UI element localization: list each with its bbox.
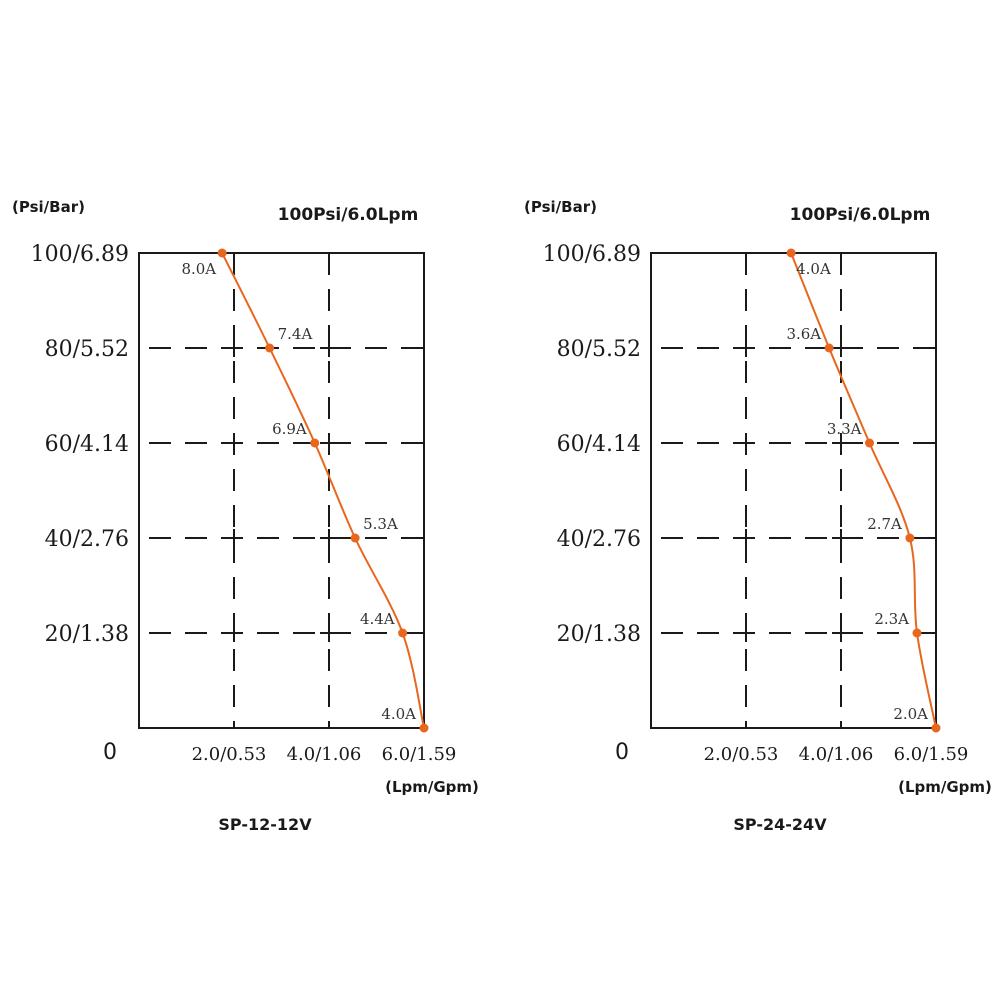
- x-tick-label: 4.0/1.06: [799, 744, 874, 765]
- data-point: [912, 628, 922, 638]
- data-point: [931, 723, 941, 733]
- x-tick-label: 4.0/1.06: [287, 744, 362, 765]
- data-label: 8.0A: [181, 260, 216, 278]
- plot-area: 20/1.38 40/2.76 60/4.14 80/5.52 100/6.89 2.0/…: [31, 242, 457, 765]
- model-caption: SP-24-24V: [733, 815, 827, 834]
- data-label: 4.0A: [796, 260, 831, 278]
- data-point: [419, 723, 429, 733]
- performance-curve: [790, 252, 937, 729]
- y-tick-label: 20/1.38: [557, 622, 641, 647]
- origin-label: 0: [615, 740, 629, 765]
- y-tick-label: 60/4.14: [557, 432, 641, 457]
- model-caption: SP-12-12V: [218, 815, 312, 834]
- y-tick-label: 60/4.14: [45, 432, 129, 457]
- data-point: [265, 343, 275, 353]
- data-label: 3.6A: [786, 325, 821, 343]
- data-label: 3.3A: [827, 420, 862, 438]
- y-tick-label: 20/1.38: [45, 622, 129, 647]
- x-unit-label: (Lpm/Gpm): [385, 778, 479, 796]
- data-point: [865, 438, 874, 448]
- performance-curve: [221, 252, 425, 729]
- data-label: 2.3A: [874, 610, 909, 628]
- y-tick-label: 100/6.89: [31, 242, 129, 267]
- data-label: 2.0A: [893, 705, 928, 723]
- y-tick-label: 40/2.76: [557, 527, 641, 552]
- y-unit-label: (Psi/Bar): [12, 198, 85, 216]
- data-point: [905, 533, 915, 543]
- plot-frame: [138, 252, 425, 729]
- data-point: [310, 438, 320, 448]
- data-point: [350, 533, 360, 543]
- chart-title: 100Psi/6.0Lpm: [790, 205, 931, 225]
- chart-sp-24: (Psi/Bar) 100Psi/6.0Lpm (Lpm/Gpm) 0 SP-2…: [524, 198, 992, 834]
- data-label: 7.4A: [278, 325, 313, 343]
- data-point: [398, 628, 408, 638]
- data-label: 2.7A: [867, 515, 902, 533]
- origin-label: 0: [103, 740, 117, 765]
- x-tick-label: 2.0/0.53: [704, 744, 779, 765]
- data-label: 5.3A: [363, 515, 398, 533]
- y-unit-label: (Psi/Bar): [524, 198, 597, 216]
- y-tick-label: 40/2.76: [45, 527, 129, 552]
- y-tick-label: 100/6.89: [543, 242, 641, 267]
- data-point: [786, 248, 796, 258]
- y-tick-label: 80/5.52: [45, 337, 129, 362]
- data-point: [217, 248, 227, 258]
- x-tick-label: 6.0/1.59: [894, 744, 969, 765]
- x-tick-label: 6.0/1.59: [382, 744, 457, 765]
- x-tick-label: 2.0/0.53: [192, 744, 267, 765]
- chart-sp-12: (Psi/Bar) 100Psi/6.0Lpm (Lpm/Gpm) 0 SP-1…: [12, 198, 479, 834]
- data-point: [824, 343, 834, 353]
- data-label: 4.4A: [360, 610, 395, 628]
- y-tick-label: 80/5.52: [557, 337, 641, 362]
- chart-title: 100Psi/6.0Lpm: [278, 205, 419, 225]
- x-unit-label: (Lpm/Gpm): [898, 778, 992, 796]
- data-label: 6.9A: [272, 420, 307, 438]
- data-label: 4.0A: [381, 705, 416, 723]
- plot-area: 20/1.38 40/2.76 60/4.14 80/5.52 100/6.89 2.0/…: [543, 242, 969, 765]
